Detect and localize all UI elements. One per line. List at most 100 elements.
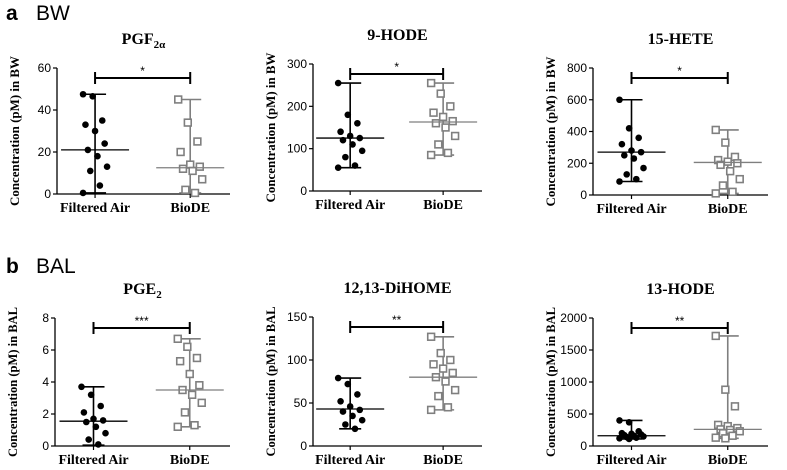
data-point (102, 429, 109, 437)
data-point (97, 402, 104, 410)
y-axis-label: Concentration (pM) in BW (7, 56, 22, 206)
y-axis-label: Concentration (pM) in BW (263, 53, 278, 203)
data-point (733, 159, 742, 168)
y-tick-label: 200 (287, 99, 307, 113)
data-point (188, 166, 197, 176)
y-tick-label: 200 (567, 156, 587, 170)
data-point (351, 162, 359, 169)
data-point (83, 418, 90, 426)
x-category-label: BioDE (423, 453, 463, 468)
data-point (616, 417, 623, 424)
data-point (438, 112, 448, 122)
data-point (101, 140, 108, 147)
data-point (187, 390, 197, 399)
data-point (725, 166, 735, 176)
data-point (623, 171, 630, 178)
series-filtered-air (316, 79, 385, 172)
data-point (616, 435, 623, 442)
x-category-label: BioDE (708, 202, 748, 217)
data-point (721, 138, 730, 147)
data-point (94, 152, 101, 160)
data-point (630, 155, 638, 162)
y-tick-label: 2 (42, 407, 49, 421)
data-point (354, 391, 361, 398)
data-point (195, 162, 205, 171)
y-tick-label: 0 (44, 187, 51, 201)
data-point (429, 108, 438, 117)
chart-5: 12,13-DiHOME Concentration (pM) in BAL 0 50… (263, 280, 482, 468)
data-point (446, 355, 455, 365)
y-tick-label: 40 (38, 103, 52, 117)
y-axis-label: Concentration (pM) in BAL (543, 307, 558, 457)
data-point (190, 188, 200, 198)
data-point (197, 398, 206, 407)
data-point (192, 353, 202, 363)
data-point (90, 415, 97, 423)
data-point (181, 185, 190, 194)
data-point (96, 182, 104, 189)
y-tick-label: 0 (580, 439, 587, 453)
data-point (735, 174, 744, 184)
panel-title-bw: BW (36, 2, 70, 25)
data-point (103, 163, 111, 170)
data-point (443, 148, 453, 158)
x-category-label: BioDE (170, 201, 210, 216)
y-tick-label: 4 (42, 375, 49, 389)
y-tick-label: 0 (42, 439, 49, 453)
y-axis-label: Concentration (pM) in BW (543, 57, 558, 207)
data-point (625, 419, 633, 426)
data-point (195, 380, 204, 390)
data-point (334, 374, 342, 382)
data-point (183, 342, 192, 351)
panel-letter-b: b (6, 255, 19, 278)
data-point (346, 403, 354, 410)
y-axis-label: Concentration (pM) in BAL (263, 306, 278, 456)
data-point (185, 369, 194, 379)
data-point (176, 147, 185, 157)
data-point (436, 89, 445, 98)
data-point (616, 178, 623, 185)
data-point (337, 128, 344, 136)
data-point (618, 140, 626, 148)
data-point (358, 147, 366, 155)
data-point (98, 117, 106, 124)
data-point (334, 79, 342, 87)
data-point (730, 402, 740, 411)
data-point (342, 153, 349, 161)
y-tick-label: 800 (567, 61, 587, 75)
y-tick-label: 0 (300, 184, 307, 198)
data-point (711, 125, 720, 135)
data-point (441, 377, 450, 386)
y-tick-label: 500 (567, 407, 587, 421)
y-tick-label: 600 (567, 93, 587, 107)
y-tick-label: 50 (294, 396, 308, 410)
panel-letter-a: a (6, 2, 18, 25)
data-point (178, 164, 188, 173)
data-point (344, 380, 352, 388)
data-point (633, 175, 640, 183)
data-point (436, 348, 445, 358)
significance-label: *** (135, 314, 149, 328)
series-biode (409, 78, 478, 160)
y-tick-label: 300 (287, 57, 307, 71)
y-tick-label: 100 (287, 142, 307, 156)
data-point (82, 121, 89, 128)
y-tick-label: 1000 (560, 375, 587, 389)
data-point (87, 391, 95, 399)
data-point (174, 95, 183, 104)
data-point (625, 125, 633, 132)
data-point (190, 420, 199, 430)
data-point (173, 422, 182, 431)
data-point (334, 164, 342, 172)
data-point (625, 435, 633, 443)
chart-4: PGE2 Concentration (pM) in BAL 0 2 4 6 8 Filter… (5, 281, 230, 468)
chart-title: 9-HODE (367, 27, 427, 44)
y-tick-label: 400 (567, 125, 587, 139)
data-point (79, 189, 87, 197)
chart-title: 13-HODE (646, 281, 714, 298)
data-point (354, 119, 361, 127)
data-point (446, 102, 455, 111)
data-point (429, 360, 438, 369)
chart-title-subscript: 2α (154, 39, 167, 51)
